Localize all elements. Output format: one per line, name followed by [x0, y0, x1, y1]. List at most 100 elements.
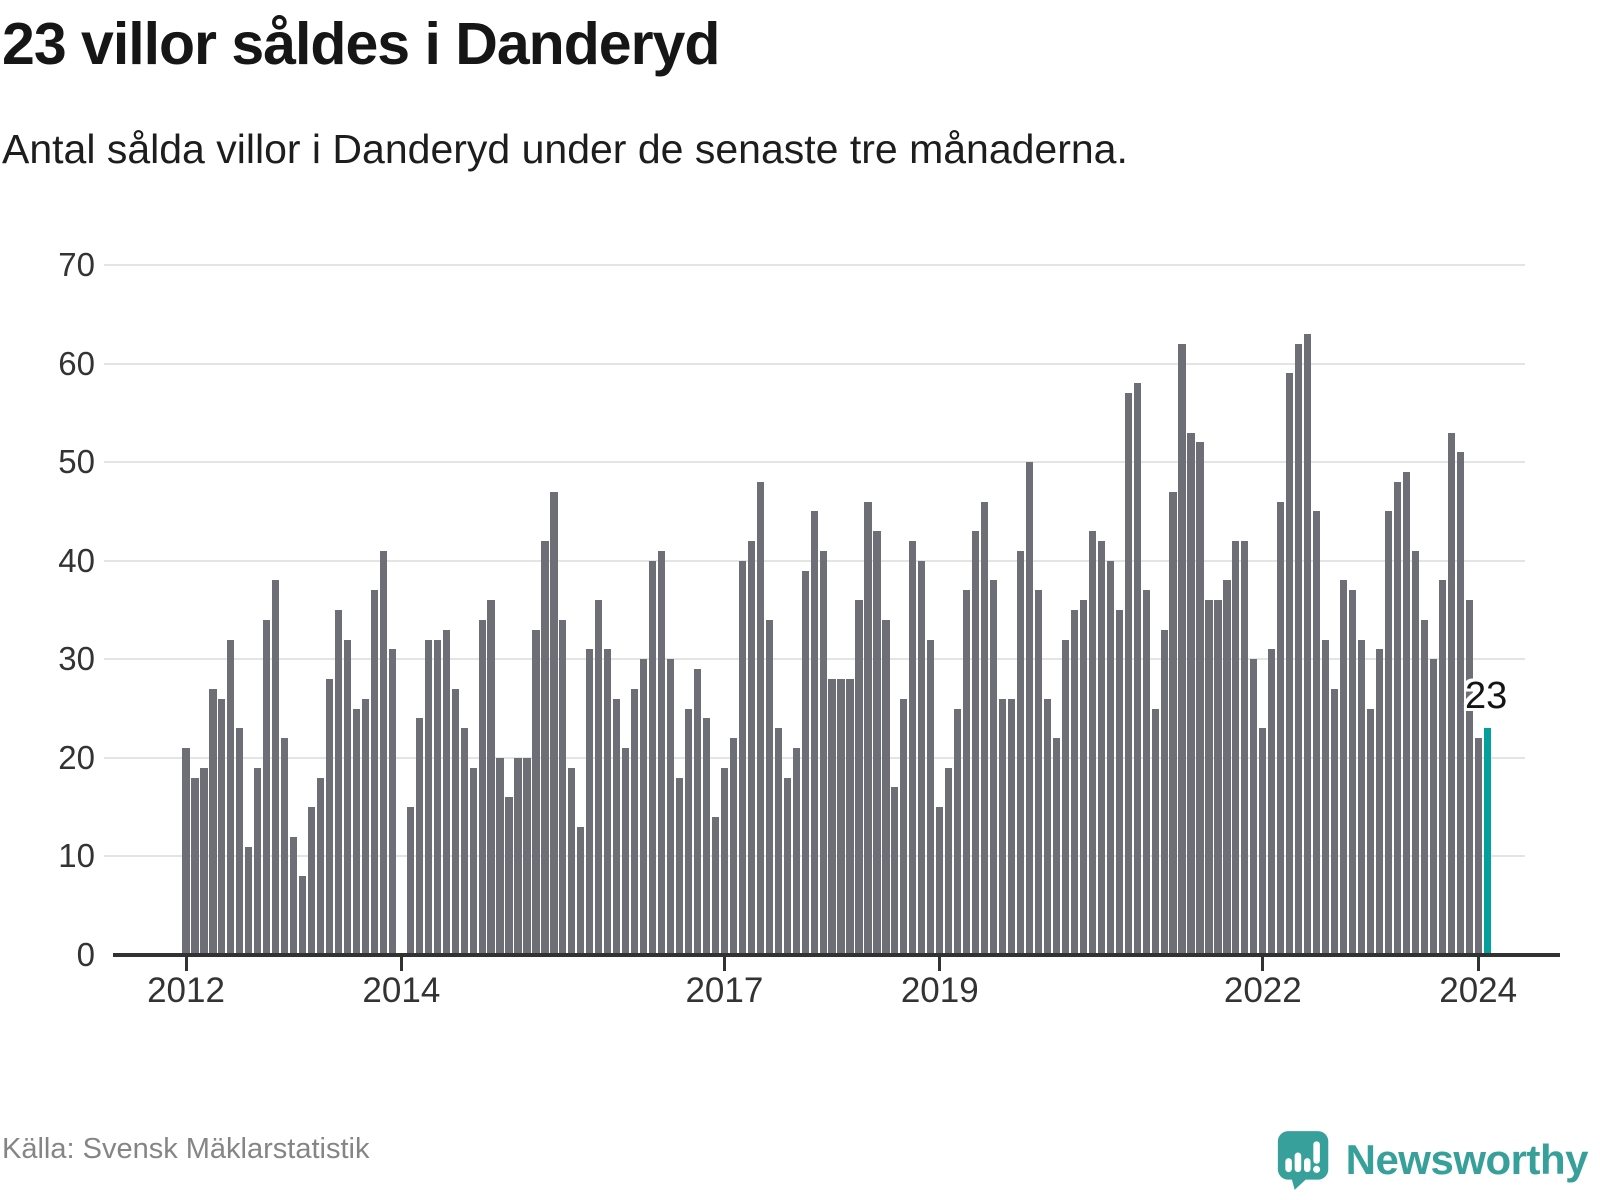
bar	[738, 560, 746, 955]
bar	[469, 767, 477, 955]
bar	[774, 728, 782, 955]
x-axis-label-2017: 2017	[685, 971, 764, 1010]
bar	[684, 708, 693, 955]
bar	[209, 688, 217, 955]
bar	[891, 787, 899, 955]
bar	[1250, 659, 1258, 955]
bar	[1393, 481, 1401, 955]
bar	[819, 550, 827, 955]
bar	[927, 639, 935, 955]
bar	[909, 541, 917, 955]
bar	[514, 757, 522, 955]
bar	[720, 767, 728, 955]
chart-subtitle: Antal sålda villor i Danderyd under de s…	[2, 126, 1128, 172]
bar	[1429, 659, 1437, 955]
bar	[433, 639, 441, 955]
bar	[343, 639, 352, 955]
bar	[317, 777, 325, 955]
x-axis-label-2014: 2014	[362, 971, 441, 1010]
x-axis-tick-2017	[722, 956, 726, 971]
bar	[361, 698, 370, 955]
bar	[1214, 600, 1222, 955]
bar	[1304, 334, 1312, 955]
bar	[1331, 688, 1339, 955]
bar	[415, 718, 423, 955]
bar	[1474, 738, 1482, 955]
bar	[451, 688, 459, 955]
bar	[550, 491, 558, 955]
bar	[900, 698, 908, 955]
bar	[631, 688, 639, 955]
bar	[613, 698, 621, 955]
bar	[460, 728, 468, 955]
bar	[846, 679, 854, 955]
bar	[1142, 590, 1150, 955]
bar	[945, 767, 953, 955]
bar	[523, 757, 531, 955]
bar	[1025, 462, 1034, 955]
y-axis-label-10: 10	[58, 837, 95, 875]
bar	[998, 698, 1007, 955]
bar	[864, 501, 872, 955]
bar-highlight-latest	[1483, 728, 1491, 955]
bar	[1007, 698, 1016, 955]
bar	[1348, 590, 1357, 955]
bar	[936, 807, 944, 955]
bar	[1277, 501, 1285, 955]
y-axis-label-60: 60	[58, 344, 95, 382]
bar	[675, 777, 684, 955]
page-title: 23 villor såldes i Danderyd	[2, 11, 720, 77]
newsworthy-brand: Newsworthy	[1276, 1128, 1589, 1192]
y-axis-label-20: 20	[58, 738, 95, 776]
bar	[182, 748, 190, 955]
highlight-value-label: 23	[1465, 675, 1508, 717]
bar	[1088, 531, 1096, 955]
bar	[1241, 541, 1249, 955]
newsworthy-logo-icon	[1276, 1129, 1332, 1191]
x-axis-label-2024: 2024	[1439, 971, 1518, 1010]
bar	[236, 728, 244, 955]
bar	[1402, 472, 1410, 955]
bar	[263, 619, 271, 955]
bar	[1016, 550, 1025, 955]
bar	[1322, 639, 1330, 955]
bar	[496, 757, 504, 955]
bar	[388, 649, 396, 955]
bar	[586, 649, 594, 955]
x-axis-line	[113, 953, 1560, 957]
bar	[604, 649, 612, 955]
bar	[747, 541, 755, 955]
bar	[272, 580, 280, 955]
bar	[1106, 560, 1114, 955]
bar	[1124, 393, 1132, 955]
bar	[693, 669, 702, 955]
bar	[379, 550, 387, 955]
bar	[1366, 708, 1375, 955]
bar	[299, 876, 307, 955]
bar	[352, 708, 361, 955]
bar	[963, 590, 971, 955]
bar	[657, 550, 666, 955]
bar	[622, 748, 630, 955]
x-axis-tick-2014	[399, 956, 403, 971]
bar	[810, 511, 818, 955]
x-axis-label-2019: 2019	[900, 971, 979, 1010]
bar	[1169, 491, 1177, 955]
bar	[954, 708, 962, 955]
bar	[1070, 610, 1078, 955]
bar	[1178, 343, 1186, 955]
x-axis-tick-2012	[184, 956, 188, 971]
bar	[1043, 698, 1052, 955]
y-axis-label-40: 40	[58, 541, 95, 579]
bar	[640, 659, 648, 955]
y-axis-label-0: 0	[76, 936, 95, 973]
bar	[855, 600, 863, 955]
bar	[1160, 629, 1168, 955]
bar	[1295, 343, 1303, 955]
newsworthy-wordmark: Newsworthy	[1345, 1136, 1589, 1183]
bar	[442, 629, 450, 955]
bar	[1268, 649, 1276, 955]
x-axis-tick-2024	[1476, 956, 1480, 971]
bar	[1420, 619, 1428, 955]
y-axis-label-70: 70	[58, 246, 95, 283]
